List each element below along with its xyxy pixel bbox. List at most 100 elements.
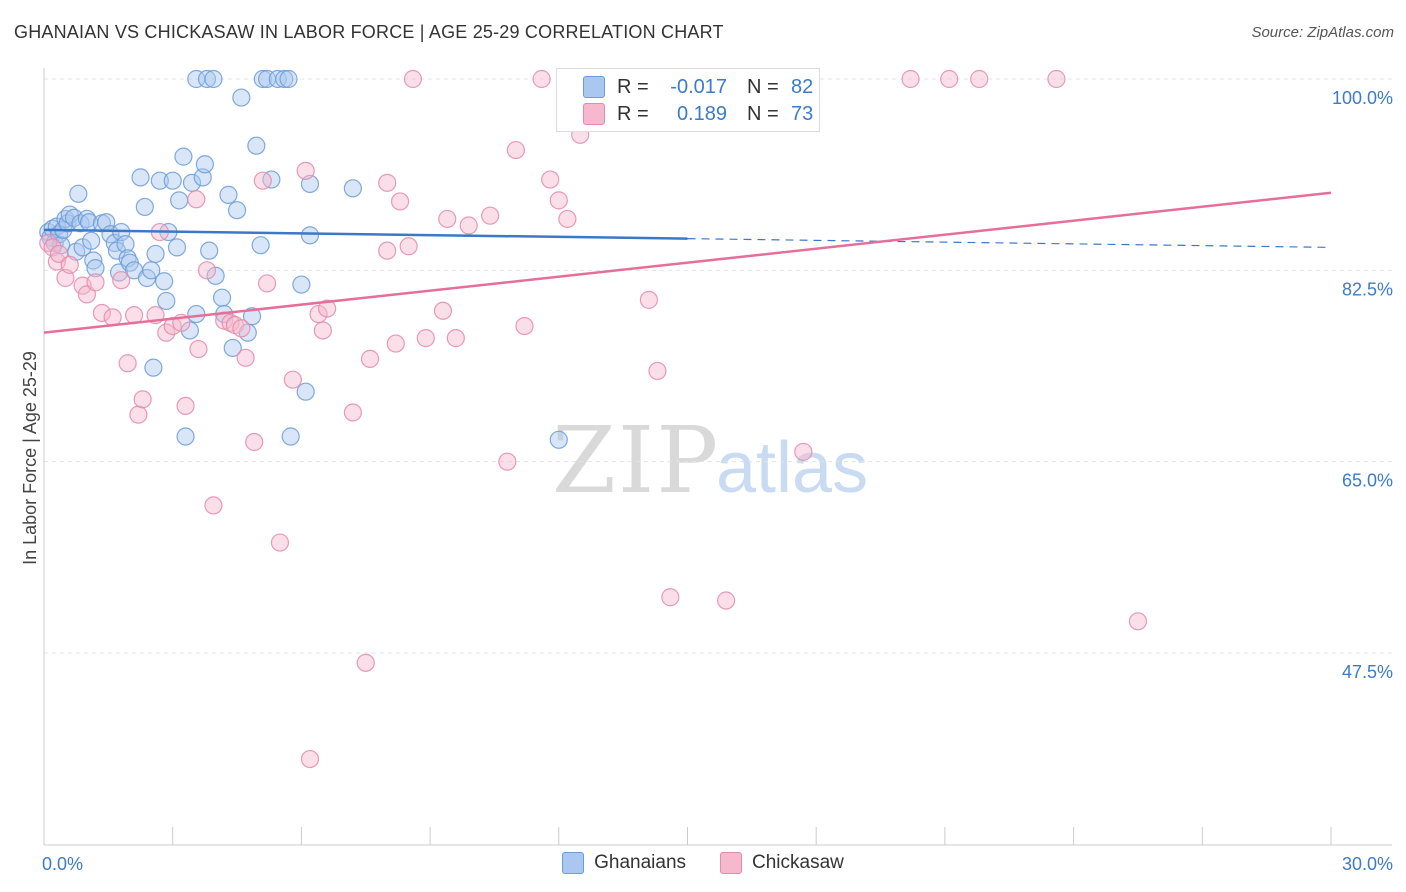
ghanaian-point [247, 136, 266, 155]
legend-item-ghanaians[interactable]: Ghanaians [562, 852, 686, 874]
ghanaians-trend-line [43, 228, 688, 240]
legend-r-value: 0.189 [676, 102, 727, 125]
ghanaian-point [155, 272, 174, 291]
ghanaian-point [232, 88, 251, 107]
chickasaw-point [343, 403, 362, 422]
chickasaw-point [313, 321, 332, 340]
chickasaw-point [1128, 612, 1148, 631]
chickasaw-point [296, 161, 315, 180]
series-legend: Ghanaians Chickasaw [0, 852, 1406, 874]
y-tick-label: 65.0% [1342, 471, 1393, 491]
ghanaian-point [268, 69, 287, 89]
ghanaian-point [204, 69, 223, 89]
ghanaian-point [251, 236, 270, 255]
ghanaian-point [300, 226, 320, 245]
chickasaw-point [433, 301, 453, 320]
ghanaian-point [150, 171, 169, 190]
chickasaw-point [283, 370, 302, 389]
chickasaw-point [197, 261, 217, 280]
chickasaw-trend-line [43, 191, 1332, 334]
chickasaw-point [133, 390, 152, 409]
legend-n-label: N = [747, 75, 779, 98]
chickasaw-point [717, 591, 736, 610]
legend-label-chickasaw: Chickasaw [752, 852, 844, 873]
chickasaw-point [253, 171, 272, 190]
legend-item-chickasaw[interactable]: Chickasaw [720, 852, 844, 874]
chickasaw-point [438, 209, 457, 229]
watermark-zip: ZIP [552, 407, 720, 514]
axes [43, 68, 1392, 846]
chickasaw-point [532, 69, 551, 89]
ghanaian-point [82, 231, 101, 250]
ghanaian-point [77, 209, 97, 229]
ghanaian-point [146, 244, 165, 264]
chickasaw-point [541, 170, 560, 189]
chickasaw-point [129, 405, 148, 424]
ghanaians-trend-extension [687, 238, 1332, 248]
ghanaian-point [343, 179, 362, 198]
legend-swatch-blue [583, 76, 605, 98]
ghanaian-point [206, 266, 225, 285]
ghanaian-point [200, 241, 219, 260]
x-tick-label: 0.0% [42, 854, 83, 874]
ghanaian-point [253, 69, 272, 89]
ghanaian-point [219, 185, 238, 204]
legend-row-ghanaians: R = -0.017 N = 82 [557, 73, 833, 101]
chickasaw-point [112, 271, 131, 290]
zipatlas-watermark: ZIP atlas [552, 407, 868, 514]
ghanaian-point [176, 427, 195, 446]
chickasaw-point [204, 496, 223, 515]
ghanaian-point [279, 69, 298, 89]
chickasaw-point [257, 274, 277, 293]
ghanaian-point [131, 168, 150, 187]
ghanaian-point [242, 307, 262, 326]
legend-r-value: -0.017 [670, 75, 727, 98]
trend-lines [43, 191, 1332, 334]
ghanaian-point [193, 168, 212, 187]
chickasaw-point [901, 69, 920, 89]
chickasaw-point [506, 140, 526, 160]
ghanaian-point [197, 69, 217, 89]
ghanaian-point [167, 238, 187, 257]
chickasaw-point [970, 69, 989, 89]
ghanaians-points [39, 69, 568, 449]
chickasaw-point [378, 173, 397, 192]
ghanaian-point [195, 155, 214, 174]
chickasaw-point [232, 319, 251, 338]
y-axis-label: In Labor Force | Age 25-29 [20, 351, 40, 565]
chickasaw-point [515, 316, 534, 336]
chickasaw-point [360, 349, 380, 368]
legend-r-label: R = [617, 102, 649, 125]
chickasaw-point [481, 206, 500, 225]
legend-n-label: N = [747, 102, 779, 125]
chickasaw-point [378, 241, 397, 260]
chickasaw-point [187, 190, 206, 209]
chickasaw-point [1047, 69, 1066, 89]
chickasaw-point [270, 533, 290, 552]
legend-swatch-pink [583, 103, 605, 125]
source-label: Source: ZipAtlas.com [1251, 24, 1394, 41]
tick-labels: 100.0% 82.5% 65.0% 47.5% 0.0% 30.0% [42, 88, 1393, 874]
watermark-atlas: atlas [716, 428, 868, 508]
chickasaw-point [794, 442, 813, 461]
chart-title: GHANAIAN VS CHICKASAW IN LABOR FORCE | A… [14, 22, 724, 42]
chickasaw-point [549, 191, 568, 210]
legend-row-chickasaw: R = 0.189 N = 73 [557, 100, 833, 128]
ghanaian-point [135, 197, 154, 217]
chickasaw-points [39, 69, 1148, 769]
chickasaw-point [386, 334, 405, 353]
y-tick-label: 100.0% [1332, 88, 1393, 108]
chickasaw-point [86, 273, 105, 292]
chickasaw-point [399, 237, 418, 256]
chickasaw-point [648, 361, 667, 381]
chickasaw-point [118, 354, 137, 373]
ghanaian-point [281, 427, 300, 446]
chickasaw-point [661, 588, 680, 607]
y-tick-label: 82.5% [1342, 279, 1393, 299]
chickasaw-point [236, 348, 255, 367]
ghanaian-point [187, 304, 206, 324]
ghanaian-point [157, 291, 176, 311]
chickasaw-point [176, 396, 195, 416]
legend-r-label: R = [617, 75, 649, 98]
chickasaw-point [356, 653, 375, 672]
